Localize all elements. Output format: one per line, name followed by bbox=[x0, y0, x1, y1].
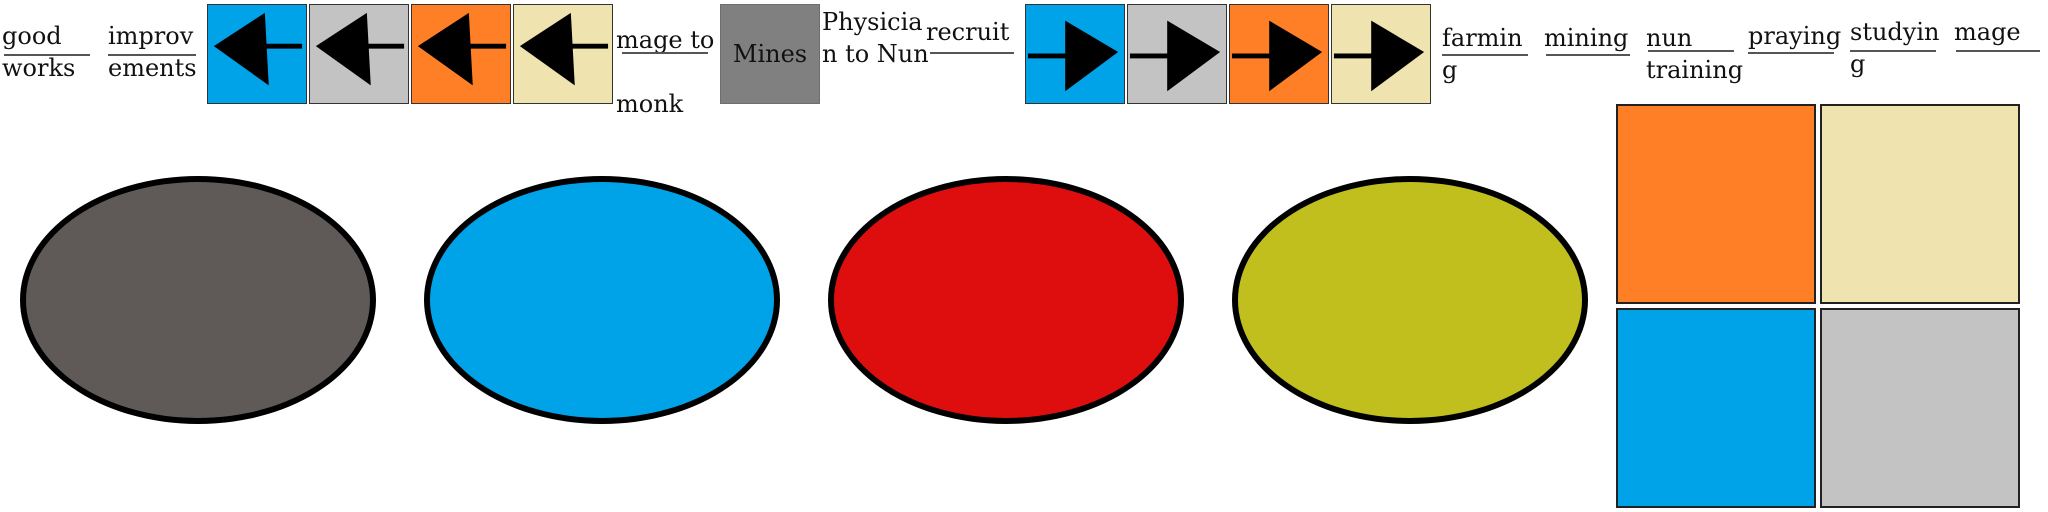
arrow-right-icon bbox=[1231, 20, 1323, 92]
cream-right-arrow-button[interactable] bbox=[1331, 4, 1431, 104]
orange-left-arrow-button[interactable] bbox=[411, 4, 511, 104]
farming-underline bbox=[1442, 54, 1528, 56]
mage-underline bbox=[1956, 50, 2040, 52]
gray-right-arrow-button[interactable] bbox=[1127, 4, 1227, 104]
studying-underline bbox=[1850, 50, 1936, 52]
arrow-right-icon bbox=[1333, 20, 1425, 92]
dark-gray-oval[interactable] bbox=[20, 176, 376, 424]
mining-label: mining bbox=[1544, 24, 1629, 52]
orange-right-arrow-button[interactable] bbox=[1229, 4, 1329, 104]
improvements-label: improv ements bbox=[108, 22, 197, 82]
improvements-underline bbox=[108, 54, 196, 56]
blue-oval[interactable] bbox=[424, 176, 780, 424]
good-works-label: good works bbox=[2, 22, 76, 82]
mage-label: mage bbox=[1954, 18, 2021, 46]
arrow-left-icon bbox=[417, 12, 507, 86]
arrow-left-icon bbox=[213, 12, 303, 86]
arrow-left-icon bbox=[315, 12, 405, 86]
arrow-left-icon bbox=[519, 12, 609, 86]
mage-to-monk-underline bbox=[622, 52, 708, 54]
gray-square[interactable] bbox=[1820, 308, 2020, 508]
olive-oval[interactable] bbox=[1232, 176, 1588, 424]
orange-square[interactable] bbox=[1616, 104, 1816, 304]
studying-label: studyin g bbox=[1850, 18, 1940, 78]
gray-left-arrow-button[interactable] bbox=[309, 4, 409, 104]
mage-to-monk-label: mage to monk bbox=[616, 26, 715, 118]
nun-training-label: nun training bbox=[1646, 24, 1744, 84]
arrow-right-icon bbox=[1129, 20, 1221, 92]
mining-underline bbox=[1546, 54, 1630, 56]
red-oval[interactable] bbox=[828, 176, 1184, 424]
blue-right-arrow-button[interactable] bbox=[1025, 4, 1125, 104]
physician-to-nun-label: Physicia n to Nun bbox=[822, 8, 929, 68]
arrow-right-icon bbox=[1027, 20, 1119, 92]
mines-button[interactable]: Mines bbox=[720, 4, 820, 104]
cream-left-arrow-button[interactable] bbox=[513, 4, 613, 104]
good-works-underline bbox=[4, 54, 90, 56]
nun-training-underline bbox=[1648, 50, 1734, 52]
praying-underline bbox=[1748, 52, 1834, 54]
farming-label: farmin g bbox=[1442, 24, 1523, 84]
cream-square[interactable] bbox=[1820, 104, 2020, 304]
recruit-label: recruit bbox=[926, 18, 1010, 46]
praying-label: praying bbox=[1748, 22, 1842, 50]
blue-square[interactable] bbox=[1616, 308, 1816, 508]
recruit-underline bbox=[930, 52, 1014, 54]
blue-left-arrow-button[interactable] bbox=[207, 4, 307, 104]
